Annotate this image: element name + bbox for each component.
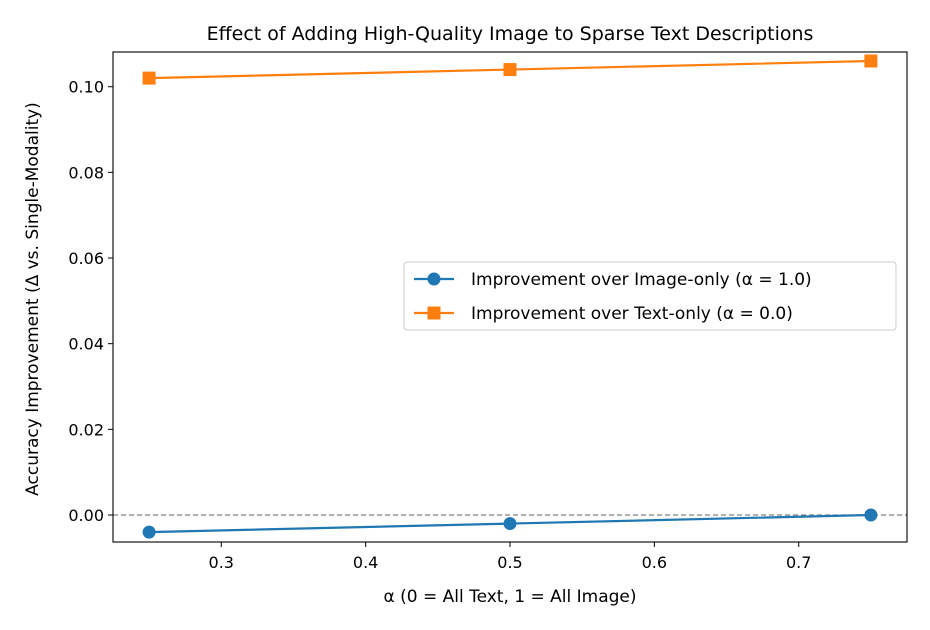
y-axis-label: Accuracy Improvement (Δ vs. Single-Modal… (23, 102, 43, 496)
data-point (864, 509, 877, 522)
data-point (864, 54, 877, 67)
legend-marker-2 (428, 307, 441, 320)
legend-marker-1 (428, 273, 441, 286)
x-axis-label: α (0 = All Text, 1 = All Image) (384, 587, 637, 607)
x-tick-label: 0.7 (786, 553, 811, 572)
y-tick-label: 0.02 (68, 420, 104, 439)
y-tick-label: 0.00 (68, 506, 104, 525)
data-point (504, 517, 517, 530)
legend-label-1: Improvement over Image-only (α = 1.0) (471, 270, 812, 290)
x-tick-label: 0.6 (642, 553, 667, 572)
y-tick-label: 0.04 (68, 335, 104, 354)
y-tick-label: 0.08 (68, 163, 104, 182)
legend: Improvement over Image-only (α = 1.0) Imp… (404, 262, 896, 330)
x-tick-label: 0.5 (497, 553, 522, 572)
y-tick-label: 0.06 (68, 249, 104, 268)
legend-label-2: Improvement over Text-only (α = 0.0) (471, 304, 793, 324)
data-point (143, 526, 156, 539)
y-tick-label: 0.10 (68, 78, 104, 97)
data-point (143, 72, 156, 85)
data-point (504, 63, 517, 76)
chart-title: Effect of Adding High-Quality Image to S… (207, 23, 814, 45)
x-tick-label: 0.4 (353, 553, 378, 572)
x-tick-label: 0.3 (209, 553, 234, 572)
